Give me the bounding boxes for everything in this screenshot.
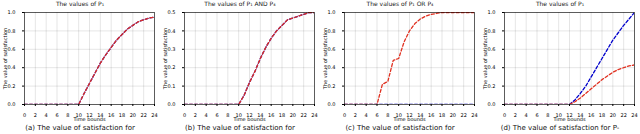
svg-text:Time bounds: Time bounds (232, 116, 266, 122)
svg-text:8: 8 (546, 112, 549, 118)
svg-text:2: 2 (514, 112, 517, 118)
svg-text:22: 22 (140, 112, 146, 118)
svg-text:4: 4 (205, 112, 208, 118)
svg-text:18: 18 (439, 112, 445, 118)
svg-text:0: 0 (343, 112, 346, 118)
svg-text:16: 16 (428, 112, 434, 118)
svg-text:The value of satisfaction: The value of satisfaction (482, 28, 488, 90)
svg-text:0.5: 0.5 (168, 9, 176, 15)
svg-text:22: 22 (620, 112, 626, 118)
svg-text:24: 24 (471, 112, 477, 118)
html-text:The values of P₁ OR P₄: The values of P₁ OR P₄ (366, 0, 434, 7)
html-text:The values of P₁: The values of P₁ (55, 0, 105, 7)
svg-text:20: 20 (130, 112, 136, 118)
svg-text:0.4: 0.4 (328, 64, 336, 70)
svg-text:16: 16 (268, 112, 274, 118)
svg-text:0.8: 0.8 (488, 28, 496, 34)
svg-text:The value of satisfaction: The value of satisfaction (162, 28, 168, 90)
svg-text:4: 4 (525, 112, 528, 118)
svg-text:20: 20 (450, 112, 456, 118)
svg-text:Time bounds: Time bounds (552, 116, 586, 122)
svg-text:2: 2 (34, 112, 37, 118)
svg-text:0.1: 0.1 (168, 83, 176, 89)
svg-text:0.4: 0.4 (488, 64, 496, 70)
svg-text:6: 6 (375, 112, 378, 118)
svg-text:0.4: 0.4 (8, 64, 16, 70)
svg-text:8: 8 (386, 112, 389, 118)
svg-text:1.0: 1.0 (328, 9, 336, 15)
svg-text:22: 22 (300, 112, 306, 118)
svg-text:16: 16 (588, 112, 594, 118)
svg-text:2: 2 (354, 112, 357, 118)
svg-text:24: 24 (151, 112, 157, 118)
svg-text:0.6: 0.6 (488, 46, 496, 52)
svg-text:20: 20 (610, 112, 616, 118)
svg-text:24: 24 (311, 112, 317, 118)
svg-text:0.8: 0.8 (328, 28, 336, 34)
svg-text:8: 8 (226, 112, 229, 118)
svg-text:24: 24 (631, 112, 637, 118)
svg-text:0.0: 0.0 (328, 101, 336, 107)
svg-text:2: 2 (194, 112, 197, 118)
svg-text:4: 4 (45, 112, 48, 118)
svg-text:Time bounds: Time bounds (392, 116, 426, 122)
svg-text:0.2: 0.2 (8, 83, 16, 89)
svg-text:1.0: 1.0 (488, 9, 496, 15)
html-text:(a) The value of satisfaction: (a) The value of satisfaction for (25, 124, 135, 132)
html-text:(c) The value of satisfaction: (c) The value of satisfaction for (345, 124, 455, 132)
svg-text:0.0: 0.0 (8, 101, 16, 107)
svg-text:0.2: 0.2 (168, 64, 176, 70)
svg-text:0.2: 0.2 (488, 83, 496, 89)
svg-text:16: 16 (108, 112, 114, 118)
svg-text:18: 18 (279, 112, 285, 118)
svg-text:6: 6 (215, 112, 218, 118)
svg-text:Time bounds: Time bounds (72, 116, 106, 122)
svg-text:8: 8 (66, 112, 69, 118)
svg-text:0.4: 0.4 (168, 28, 176, 34)
svg-text:6: 6 (535, 112, 538, 118)
svg-text:0: 0 (183, 112, 186, 118)
svg-text:0.6: 0.6 (328, 46, 336, 52)
svg-text:0.0: 0.0 (488, 101, 496, 107)
html-text:The values of P₁: The values of P₁ (535, 0, 585, 7)
svg-text:1.0: 1.0 (8, 9, 16, 15)
svg-text:18: 18 (119, 112, 125, 118)
svg-text:The value of satisfaction: The value of satisfaction (2, 28, 8, 90)
svg-text:The value of satisfaction: The value of satisfaction (322, 28, 328, 90)
svg-text:6: 6 (55, 112, 58, 118)
svg-text:0.6: 0.6 (8, 46, 16, 52)
svg-text:18: 18 (599, 112, 605, 118)
svg-text:20: 20 (290, 112, 296, 118)
html-text:The values of P₁ AND P₄: The values of P₁ AND P₄ (204, 0, 276, 7)
svg-text:0.2: 0.2 (328, 83, 336, 89)
svg-text:4: 4 (365, 112, 368, 118)
svg-text:0: 0 (23, 112, 26, 118)
html-text:(b) The value of satisfaction: (b) The value of satisfaction for (185, 124, 295, 132)
svg-text:0.8: 0.8 (8, 28, 16, 34)
html-text:(d) The value of satisfaction: (d) The value of satisfaction for P- (500, 124, 620, 132)
svg-text:0: 0 (503, 112, 506, 118)
svg-text:0.3: 0.3 (168, 46, 176, 52)
svg-text:0.0: 0.0 (168, 101, 176, 107)
svg-text:22: 22 (460, 112, 466, 118)
